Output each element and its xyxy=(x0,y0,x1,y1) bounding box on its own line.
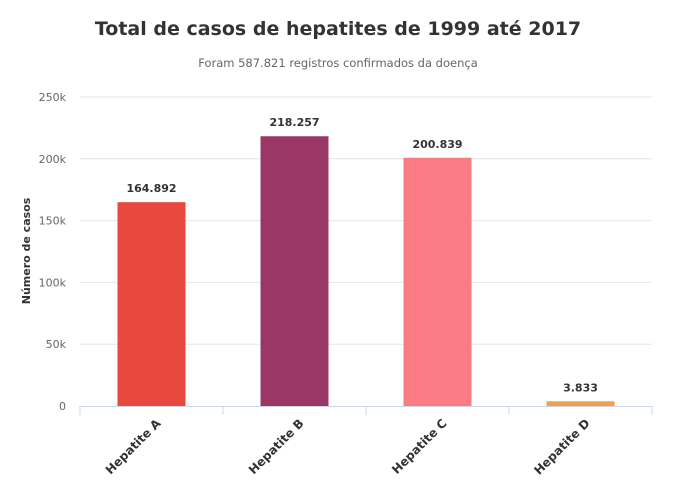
data-labels: 164.892 218.257 200.839 3.833 xyxy=(126,116,597,394)
data-label: 218.257 xyxy=(269,116,319,129)
y-axis-ticks: 0 50k 100k 150k 200k 250k xyxy=(39,91,67,413)
y-axis-label: Número de casos xyxy=(20,197,33,304)
y-tick-label: 50k xyxy=(46,338,67,351)
x-tick-label: Hepatite A xyxy=(103,416,164,477)
x-tick-label: Hepatite B xyxy=(246,416,307,477)
y-tick-label: 0 xyxy=(59,400,66,413)
bars xyxy=(117,136,615,406)
y-tick-label: 200k xyxy=(39,153,67,166)
x-tick-label: Hepatite D xyxy=(531,416,592,477)
x-axis xyxy=(79,406,653,415)
y-tick-label: 150k xyxy=(39,215,67,228)
bar xyxy=(403,157,472,406)
chart-title: Total de casos de hepatites de 1999 até … xyxy=(94,18,582,40)
chart-subtitle: Foram 587.821 registros confirmados da d… xyxy=(198,56,478,70)
bar xyxy=(260,136,329,406)
data-label: 200.839 xyxy=(412,138,462,151)
x-axis-ticks: Hepatite A Hepatite B Hepatite C Hepatite D xyxy=(103,416,593,478)
y-tick-label: 250k xyxy=(39,91,67,104)
data-label: 3.833 xyxy=(563,381,598,394)
x-tick-label: Hepatite C xyxy=(389,416,450,477)
bar xyxy=(117,202,186,406)
y-tick-label: 100k xyxy=(39,276,67,289)
bar xyxy=(546,401,615,406)
data-label: 164.892 xyxy=(126,182,176,195)
